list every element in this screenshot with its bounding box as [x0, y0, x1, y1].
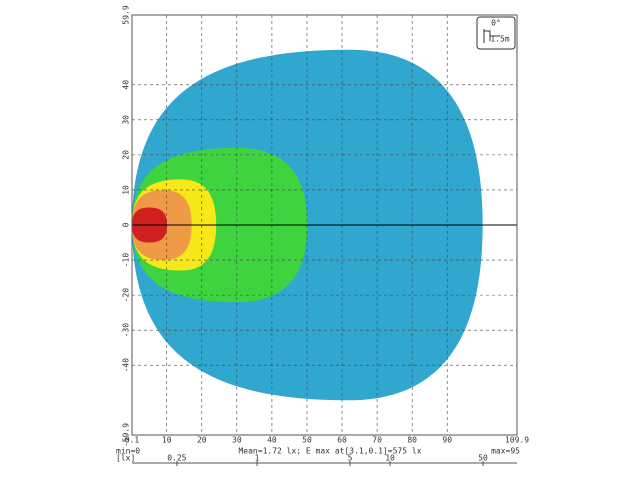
y-tick-label: 0 [122, 222, 131, 227]
scale-label: 5 [348, 454, 353, 463]
x-tick-label: 109.9 [505, 436, 529, 445]
scale-label: 0.25 [167, 454, 186, 463]
summary: Mean=1.72 lx; E max at[3.1,0.1]=575 lx [238, 447, 421, 456]
y-tick-label: -59.9 [122, 423, 131, 447]
x-tick-label: 20 [197, 436, 207, 445]
y-tick-label: -40 [122, 358, 131, 373]
plot-area [131, 14, 518, 436]
icon-box [476, 16, 516, 50]
x-tick-label: 80 [407, 436, 417, 445]
x-tick-label: 40 [267, 436, 277, 445]
x-tick-label: 30 [232, 436, 242, 445]
y-tick-label: -30 [122, 323, 131, 338]
y-tick-label: -20 [122, 288, 131, 303]
scale-label: 10 [385, 454, 395, 463]
y-tick-label: 20 [122, 150, 131, 160]
icon-height: 1.5m [490, 35, 509, 44]
x-tick-label: 50 [302, 436, 312, 445]
x-tick-label: 70 [372, 436, 382, 445]
y-tick-label: 10 [122, 185, 131, 195]
scale-label: 1 [255, 454, 260, 463]
scale-label: 50 [478, 454, 488, 463]
x-tick-label: 10 [162, 436, 172, 445]
icon-luminaire [483, 29, 500, 43]
x-tick-label: 90 [442, 436, 452, 445]
x-tick-label: 0.1 [125, 436, 140, 445]
y-tick-label: 30 [122, 115, 131, 125]
y-tick-label: 59.9 [122, 5, 131, 24]
min-label: min=0 [116, 447, 140, 456]
icon-angle: 0° [491, 19, 501, 28]
y-tick-label: -10 [122, 253, 131, 268]
x-tick-label: 60 [337, 436, 347, 445]
y-tick-label: 40 [122, 80, 131, 90]
plot-frame [131, 14, 518, 436]
scale-unit: [lx] [116, 454, 135, 463]
max-label: max=95 [491, 447, 520, 456]
